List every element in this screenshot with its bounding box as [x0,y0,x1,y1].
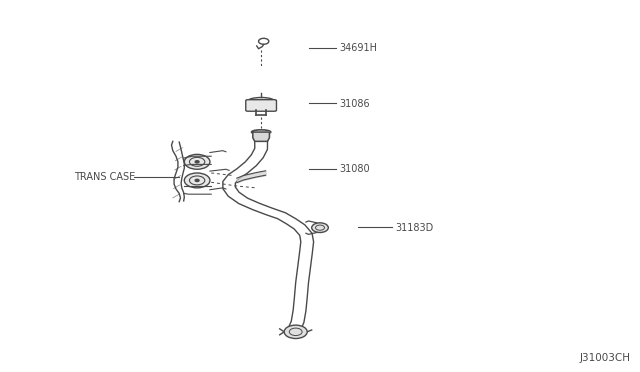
Text: J31003CH: J31003CH [579,353,630,363]
Circle shape [184,154,210,169]
Text: 31080: 31080 [339,164,370,174]
Text: TRANS CASE: TRANS CASE [74,173,135,182]
Text: 31183D: 31183D [396,223,434,232]
Circle shape [284,325,307,339]
Circle shape [184,173,210,188]
Polygon shape [253,132,269,141]
Text: 31086: 31086 [339,99,370,109]
Circle shape [312,223,328,232]
Circle shape [195,161,199,163]
Circle shape [195,179,199,182]
Text: 34691H: 34691H [339,44,377,53]
FancyBboxPatch shape [246,100,276,111]
Ellipse shape [248,97,275,105]
